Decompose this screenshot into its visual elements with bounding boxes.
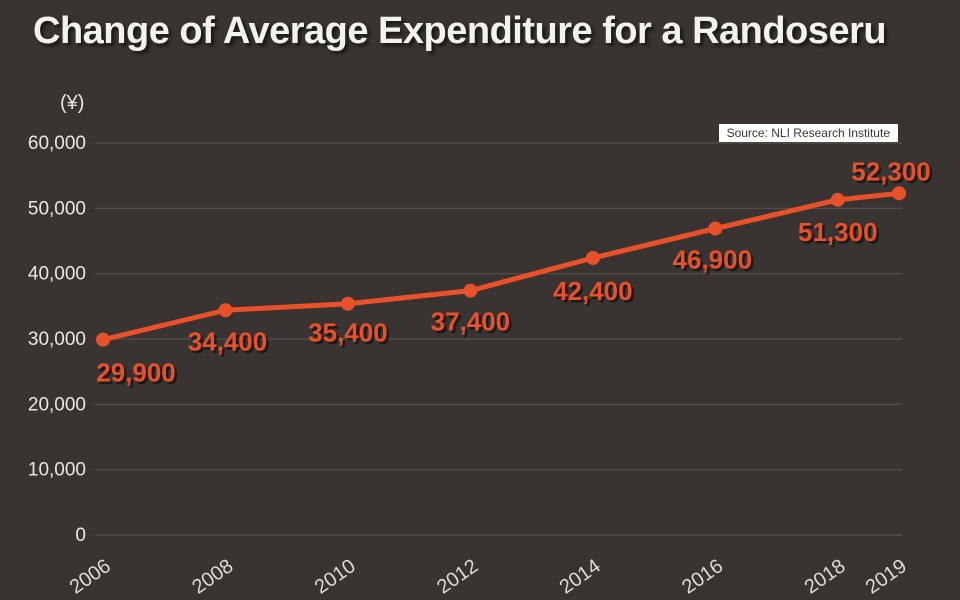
page-title: Change of Average Expenditure for a Rand…: [33, 10, 887, 52]
y-tick-label: 20,000: [28, 394, 86, 415]
x-tick-label: 2019: [862, 555, 911, 599]
y-tick-label: 40,000: [28, 264, 86, 285]
x-tick-label: 2006: [66, 555, 115, 599]
data-label-shadow: 52,300: [854, 159, 934, 189]
x-tick-label: 2008: [188, 555, 237, 599]
y-tick-label: 50,000: [28, 198, 86, 219]
source-badge: Source: NLI Research Institute: [718, 124, 898, 142]
data-label-shadow: 35,400: [311, 320, 391, 350]
data-label-shadow: 42,400: [556, 278, 636, 308]
data-label-shadow: 46,900: [675, 247, 755, 277]
y-tick-label: 0: [75, 525, 86, 546]
y-axis-unit-label: (¥): [60, 92, 85, 114]
data-point: [585, 250, 600, 265]
data-label: 51,300: [798, 217, 878, 247]
data-point: [830, 192, 845, 207]
data-point: [96, 332, 110, 347]
data-label-shadow: 37,400: [433, 309, 513, 339]
data-label-shadow: 29,900: [99, 360, 179, 390]
data-label-shadow: 51,300: [801, 219, 881, 249]
data-point: [340, 296, 355, 311]
y-tick-label: 30,000: [28, 329, 86, 350]
data-label: 46,900: [673, 245, 753, 275]
y-tick-label: 10,000: [28, 460, 86, 481]
data-label: 52,300: [851, 156, 931, 186]
data-point: [708, 221, 723, 236]
data-point: [892, 186, 906, 201]
data-label: 29,900: [96, 358, 176, 388]
x-tick-label: 2012: [433, 555, 482, 599]
data-label-shadow: 34,400: [190, 329, 270, 359]
data-label: 37,400: [431, 307, 511, 337]
data-label: 42,400: [553, 276, 633, 306]
y-tick-label: 60,000: [28, 133, 86, 154]
x-tick-label: 2010: [311, 555, 360, 599]
trend-line: [100, 190, 902, 343]
x-tick-label: 2014: [556, 555, 605, 599]
data-point: [463, 283, 478, 298]
data-label: 35,400: [308, 318, 388, 348]
x-tick-label: 2018: [801, 555, 850, 599]
data-point: [218, 303, 233, 318]
x-tick-label: 2016: [678, 555, 727, 599]
data-label: 34,400: [188, 326, 268, 356]
